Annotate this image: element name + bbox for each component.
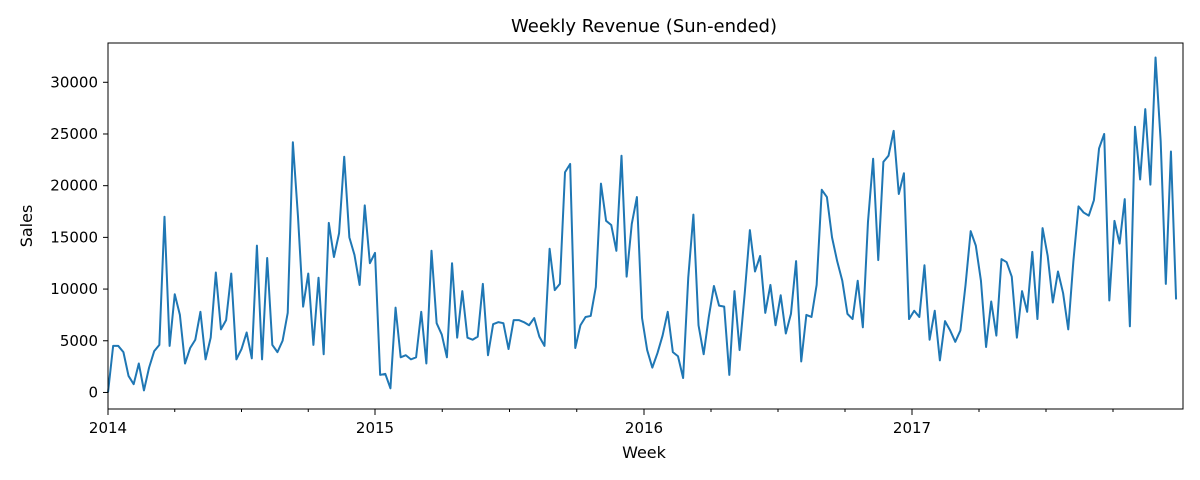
y-axis: 0 5000 10000 15000 20000 25000 30000 <box>50 73 108 401</box>
y-tick-label: 20000 <box>50 177 98 195</box>
x-axis-title: Week <box>622 443 667 462</box>
x-tick-label: 2017 <box>893 419 931 437</box>
y-tick-label: 30000 <box>50 73 98 91</box>
series-line <box>107 56 1178 393</box>
y-tick-label: 0 <box>88 383 98 401</box>
x-tick-label: 2016 <box>625 419 663 437</box>
plot-frame <box>107 42 1184 410</box>
x-tick-label: 2014 <box>89 419 127 437</box>
y-tick-label: 10000 <box>50 280 98 298</box>
y-tick-label: 15000 <box>50 228 98 246</box>
x-tick-label: 2015 <box>356 419 394 437</box>
y-tick-label: 25000 <box>50 125 98 143</box>
y-axis-title: Sales <box>17 205 36 248</box>
y-tick-label: 5000 <box>60 332 98 350</box>
chart-title: Weekly Revenue (Sun-ended) <box>511 16 777 37</box>
x-axis: 2014 2015 2016 2017 <box>89 409 1114 437</box>
plot-area <box>107 42 1184 410</box>
